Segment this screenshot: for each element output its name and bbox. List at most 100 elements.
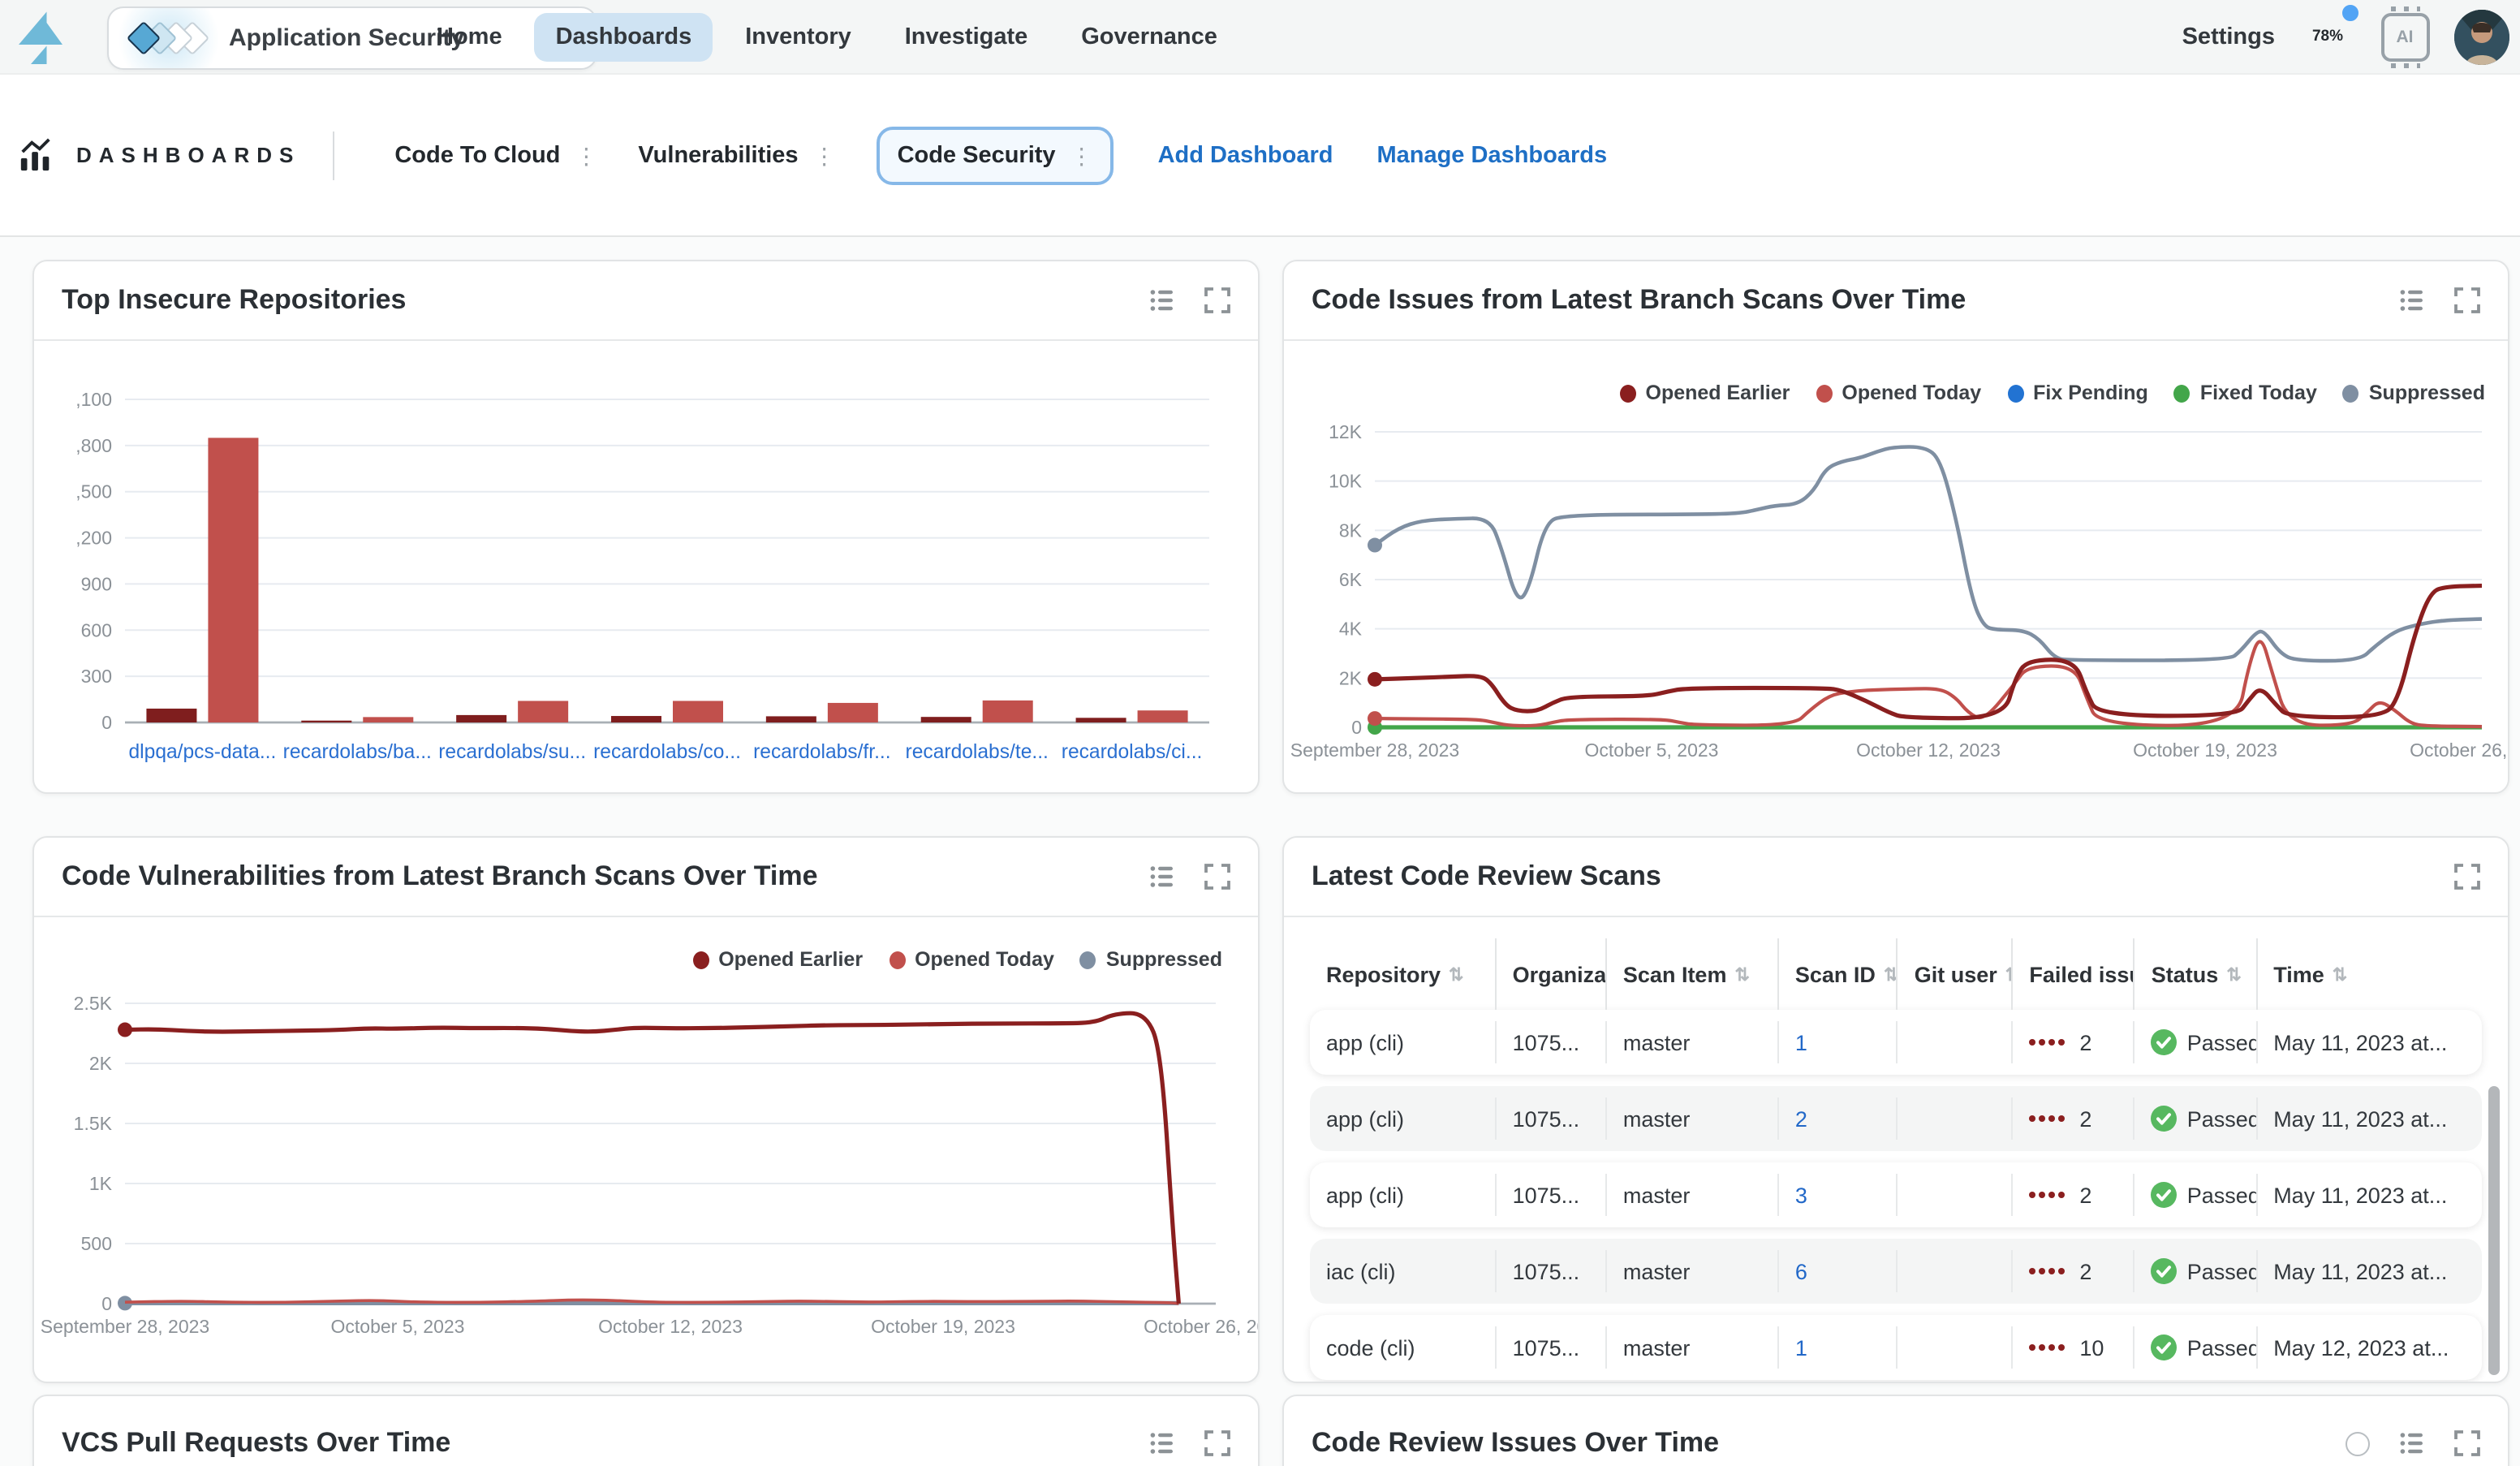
sort-icon[interactable]: ⇅ [1449,964,1463,985]
column-header-repository[interactable]: Repository⇅ [1310,938,1497,1010]
cell-status: Passed [2135,1174,2257,1216]
nav-item-home[interactable]: Home [416,12,523,61]
svg-text:0: 0 [101,1293,112,1314]
scan-id-link[interactable]: 1 [1795,1030,1807,1054]
scan-id-link[interactable]: 1 [1795,1335,1807,1360]
legend-list-icon[interactable] [2399,287,2425,313]
legend-list-icon[interactable] [1149,1430,1175,1456]
nav-item-dashboards[interactable]: Dashboards [535,12,713,61]
legend-item-opened-today[interactable]: Opened Today [1816,382,1981,404]
tab-vulnerabilities[interactable]: Vulnerabilities ⋮ [638,142,835,168]
expand-icon[interactable] [1204,1430,1230,1456]
cell-repository: app (cli) [1310,1097,1497,1140]
category-link-recardolabs-te-[interactable]: recardolabs/te... [906,741,1049,763]
bar-recardolabs-su--1[interactable] [456,715,506,722]
bar-recardolabs-su--2[interactable] [518,701,568,722]
prisma-cloud-logo-icon[interactable] [13,8,73,67]
legend-list-icon[interactable] [1149,287,1175,313]
card-latest-code-review-scans: Latest Code Review Scans Repository⇅Orga… [1282,836,2509,1383]
tab-code-to-cloud[interactable]: Code To Cloud ⋮ [394,142,597,168]
column-header-time[interactable]: Time⇅ [2257,938,2482,1010]
bar-recardolabs-co--2[interactable] [673,701,723,722]
legend-item-suppressed[interactable]: Suppressed [2343,382,2485,404]
manage-dashboards-link[interactable]: Manage Dashboards [1376,142,1607,168]
scan-id-link[interactable]: 6 [1795,1259,1807,1283]
legend-item-suppressed[interactable]: Suppressed [1080,948,1222,971]
svg-text:October 5, 2023: October 5, 2023 [1585,739,1719,761]
kebab-menu-icon[interactable]: ⋮ [575,144,597,166]
category-link-dlpqa-pcs-data-[interactable]: dlpqa/pcs-data... [129,741,277,763]
ai-assistant-icon[interactable]: AI [2380,12,2429,61]
bar-dlpqa-pcs-data--1[interactable] [146,709,196,722]
bar-dlpqa-pcs-data--2[interactable] [208,438,258,722]
table-row[interactable]: app (cli)1075...master12PassedMay 11, 20… [1310,1010,2482,1075]
tab-code-security[interactable]: Code Security ⋮ [877,126,1114,184]
bar-recardolabs-ba--1[interactable] [301,721,351,722]
table-row[interactable]: iac (cli)1075...master62PassedMay 11, 20… [1310,1239,2482,1304]
expand-icon[interactable] [1204,864,1230,890]
kebab-menu-icon[interactable]: ⋮ [813,144,836,166]
svg-text:October 5, 2023: October 5, 2023 [331,1316,465,1337]
bar-recardolabs-ba--2[interactable] [363,717,413,722]
expand-icon[interactable] [2454,1430,2480,1456]
category-link-recardolabs-fr-[interactable]: recardolabs/fr... [753,741,891,763]
expand-icon[interactable] [2454,864,2480,890]
legend-label: Opened Earlier [718,948,863,971]
bar-recardolabs-ci--2[interactable] [1138,710,1188,722]
sort-icon[interactable]: ⇅ [2333,964,2347,985]
legend-item-fix-pending[interactable]: Fix Pending [2007,382,2148,404]
bar-recardolabs-co--1[interactable] [611,716,661,722]
usage-progress-ring[interactable]: 78% [2299,8,2356,65]
bar-recardolabs-te--2[interactable] [983,701,1033,722]
add-dashboard-link[interactable]: Add Dashboard [1158,142,1333,168]
sort-icon[interactable]: ⇅ [1734,964,1749,985]
column-header-failed_issues[interactable]: Failed issu [2013,938,2134,1010]
scan-id-link[interactable]: 2 [1795,1106,1807,1131]
nav-item-inventory[interactable]: Inventory [724,12,872,61]
nav-item-governance[interactable]: Governance [1060,12,1238,61]
legend-item-fixed-today[interactable]: Fixed Today [2174,382,2317,404]
expand-icon[interactable] [2454,287,2480,313]
settings-link[interactable]: Settings [2182,24,2275,50]
expand-icon[interactable] [1204,287,1230,313]
sort-icon[interactable]: ⇅ [1884,964,1898,985]
bar-recardolabs-fr--2[interactable] [828,703,878,722]
nav-item-investigate[interactable]: Investigate [884,12,1049,61]
svg-text:,500: ,500 [75,481,112,502]
legend-list-icon[interactable] [1149,864,1175,890]
category-link-recardolabs-ci-[interactable]: recardolabs/ci... [1062,741,1203,763]
column-header-organization[interactable]: Organizat [1497,938,1607,1010]
category-link-recardolabs-ba-[interactable]: recardolabs/ba... [283,741,432,763]
column-header-status[interactable]: Status ⇅ [2135,938,2257,1010]
table-row[interactable]: app (cli)1075...master22PassedMay 11, 20… [1310,1086,2482,1151]
kebab-menu-icon[interactable]: ⋮ [1070,144,1093,166]
column-header-scan_id[interactable]: Scan ID⇅ [1779,938,1898,1010]
cell-time: May 11, 2023 at... [2257,1250,2482,1292]
vertical-scrollbar[interactable] [2488,1086,2500,1375]
sort-icon[interactable]: ⇅ [2226,964,2241,985]
category-link-recardolabs-su-[interactable]: recardolabs/su... [438,741,586,763]
column-header-scan_item[interactable]: Scan Item⇅ [1607,938,1779,1010]
scan-id-link[interactable]: 3 [1795,1183,1807,1207]
dashboards-chart-icon [18,136,55,174]
table-row[interactable]: code (cli)1075...master110PassedMay 12, … [1310,1315,2482,1380]
bar-recardolabs-te--1[interactable] [921,717,971,722]
dashboards-heading: DASHBOARDS [76,143,300,167]
legend-list-icon[interactable] [2399,1430,2425,1456]
legend-item-opened-earlier[interactable]: Opened Earlier [692,948,863,971]
bar-recardolabs-ci--1[interactable] [1076,718,1126,722]
sort-icon[interactable]: ⇅ [2005,964,2014,985]
svg-text:October 26, 2023: October 26, 2023 [1144,1316,1258,1337]
passed-check-icon [2152,1258,2178,1284]
table-row[interactable]: app (cli)1075...master32PassedMay 11, 20… [1310,1162,2482,1227]
bar-recardolabs-fr--1[interactable] [766,716,816,722]
svg-text:500: 500 [81,1233,112,1254]
cell-scan_item: master [1607,1021,1779,1063]
legend-item-opened-today[interactable]: Opened Today [889,948,1054,971]
legend-item-opened-earlier[interactable]: Opened Earlier [1620,382,1790,404]
column-label: Status [2152,962,2219,986]
user-avatar[interactable] [2453,9,2509,64]
category-link-recardolabs-co-[interactable]: recardolabs/co... [593,741,741,763]
column-header-git_user[interactable]: Git user⇅ [1898,938,2014,1010]
cell-time: May 11, 2023 at... [2257,1174,2482,1216]
